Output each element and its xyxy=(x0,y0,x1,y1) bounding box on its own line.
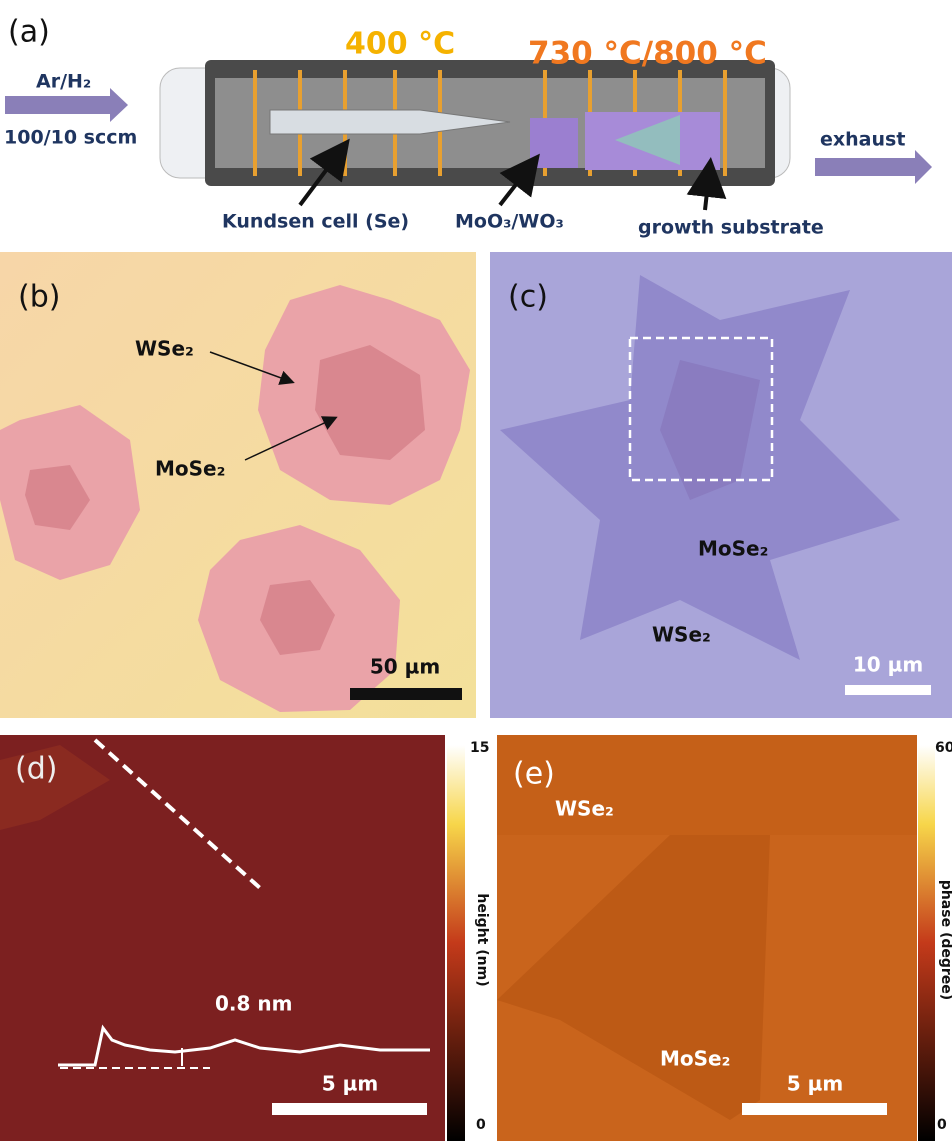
temp-label: 400 °C xyxy=(345,27,455,62)
cell-label: Kundsen cell (Se) xyxy=(222,211,409,233)
body: {"panels": { "a": {"label": "(a)", "temp… xyxy=(0,0,952,1141)
colorbar-min: 0 xyxy=(476,1117,486,1133)
panel-label: (e) xyxy=(513,757,555,792)
colorbar-min: 0 xyxy=(937,1117,947,1133)
substrate-label: growth substrate xyxy=(638,217,824,239)
page: html, body { margin: 0; padding: 0; widt… xyxy=(0,0,952,1141)
scale-bar xyxy=(272,1103,427,1115)
region-label: WSe₂ xyxy=(652,623,711,647)
scale-bar xyxy=(350,688,462,700)
step-label: 0.8 nm xyxy=(215,992,292,1016)
colorbar xyxy=(447,745,465,1141)
inlet-arrow xyxy=(5,88,128,122)
panel-e: (e) WSe₂ MoSe₂ 5 µm 60 0 phase (degree) xyxy=(497,735,952,1141)
colorbar xyxy=(918,745,935,1141)
region-label: WSe₂ xyxy=(135,337,194,361)
panel-a: (a) 400 °C 730 °C/800 °C Ar/H₂ 100/10 sc… xyxy=(4,15,932,239)
panel-label: (c) xyxy=(508,280,548,315)
region-label: MoSe₂ xyxy=(155,457,225,481)
panel-label: (a) xyxy=(8,15,50,50)
scale-bar xyxy=(845,685,931,695)
region-label: WSe₂ xyxy=(555,797,614,821)
colorbar-max: 60 xyxy=(935,740,952,756)
panel-label: (d) xyxy=(15,752,57,787)
panel-c: (c) MoSe₂ WSe₂ 10 µm xyxy=(490,252,952,718)
scale-label: 10 µm xyxy=(853,653,923,677)
panel-d: (d) 0.8 nm 5 µm 15 0 height (nm) xyxy=(0,735,490,1141)
panel-label: (b) xyxy=(18,280,60,315)
scale-label: 5 µm xyxy=(787,1072,843,1096)
exhaust-label: exhaust xyxy=(820,129,905,151)
region-label: MoSe₂ xyxy=(660,1047,730,1071)
colorbar-max: 15 xyxy=(470,740,489,756)
precursor-boat xyxy=(530,118,578,168)
region-label: MoSe₂ xyxy=(698,537,768,561)
panel-b: (b) WSe₂ MoSe₂ 50 µm xyxy=(0,252,476,718)
colorbar-title: height (nm) xyxy=(474,893,490,986)
scale-bar xyxy=(742,1103,887,1115)
scale-label: 5 µm xyxy=(322,1072,378,1096)
precursor-label: MoO₃/WO₃ xyxy=(455,211,564,233)
colorbar-title: phase (degree) xyxy=(938,880,952,1000)
flow-label: 100/10 sccm xyxy=(4,127,137,149)
temp-label: 730 °C/800 °C xyxy=(528,36,767,72)
exhaust-arrow xyxy=(815,150,932,184)
scale-label: 50 µm xyxy=(370,655,440,679)
gas-label: Ar/H₂ xyxy=(36,71,91,93)
figure: (a) 400 °C 730 °C/800 °C Ar/H₂ 100/10 sc… xyxy=(0,0,952,1141)
